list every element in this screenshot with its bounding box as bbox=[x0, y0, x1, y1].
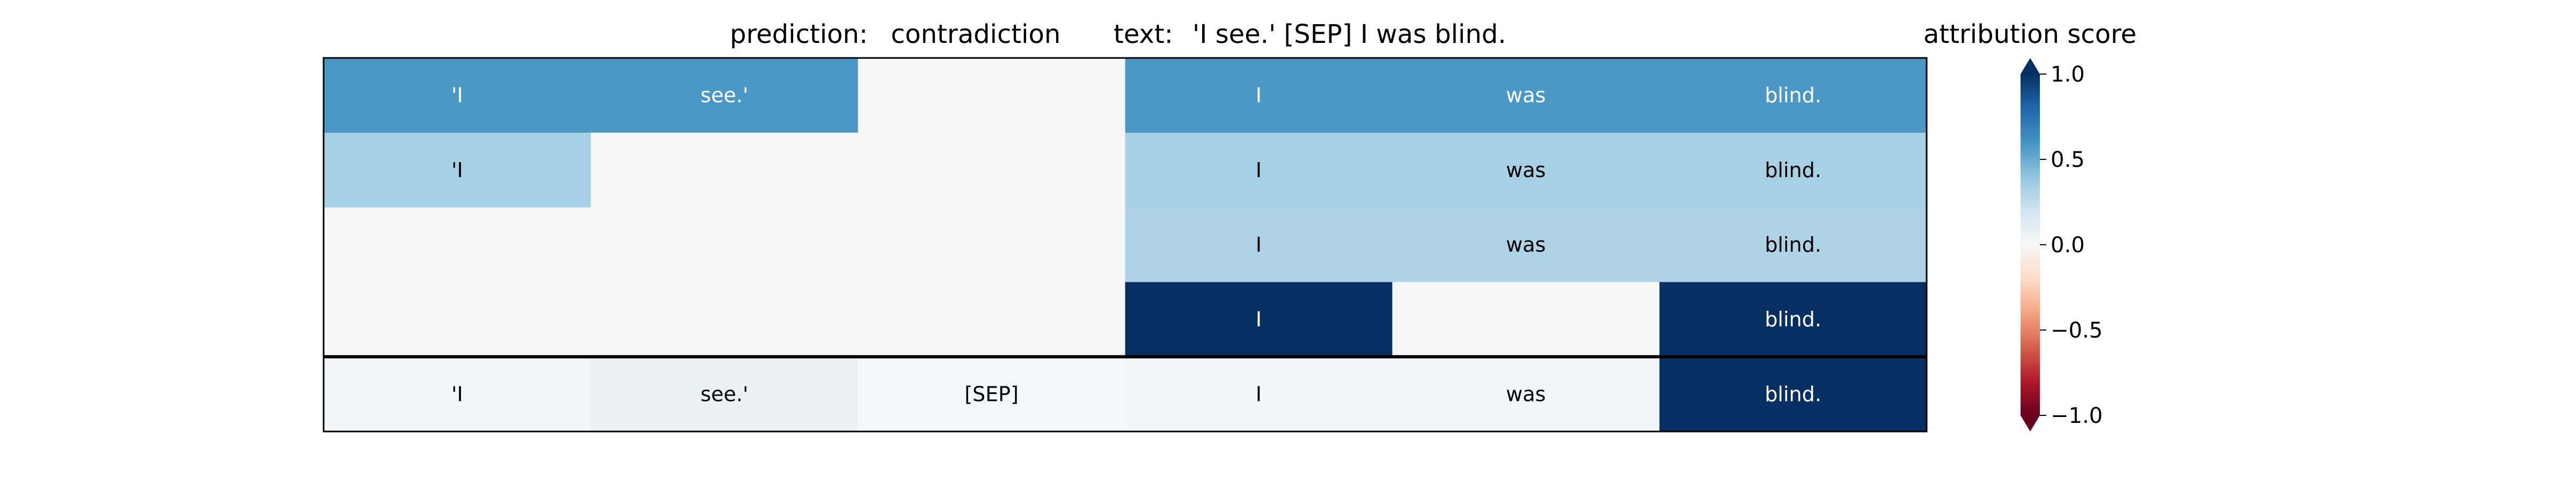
heatmap-cell-r2-c1 bbox=[590, 207, 859, 283]
heatmap-cell-r0-c4 bbox=[1392, 58, 1660, 133]
heatmap-cell-r0-c0 bbox=[324, 58, 591, 133]
cell-token-r4-c3: I bbox=[1256, 382, 1262, 406]
colorbar-label: attribution score bbox=[1923, 19, 2136, 49]
cell-token-r2-c4: was bbox=[1506, 233, 1546, 257]
heatmap-cell-r3-c1 bbox=[590, 282, 859, 357]
heatmap-cell-r4-c1 bbox=[590, 356, 859, 432]
cell-token-r3-c5: blind. bbox=[1765, 308, 1821, 331]
colorbar-min-extend-arrow bbox=[2021, 415, 2040, 431]
heatmap-cell-r3-c3 bbox=[1125, 282, 1393, 357]
colorbar-max-extend-arrow bbox=[2021, 58, 2040, 74]
cell-token-r3-c3: I bbox=[1256, 308, 1262, 331]
heatmap-cell-r3-c5 bbox=[1659, 282, 1927, 357]
colorbar-tick-label-1: 0.5 bbox=[2051, 148, 2085, 172]
heatmap-cell-r3-c2 bbox=[858, 282, 1125, 357]
cell-token-r0-c4: was bbox=[1506, 84, 1546, 107]
title-text-label: text: bbox=[1114, 19, 1173, 49]
heatmap-cell-r0-c1 bbox=[590, 58, 859, 133]
colorbar-tick-label-0: 1.0 bbox=[2051, 62, 2085, 87]
heatmap-cell-r3-c4 bbox=[1392, 282, 1660, 357]
heatmap-cell-r2-c4 bbox=[1392, 207, 1660, 283]
heatmap-cell-r4-c2 bbox=[858, 356, 1125, 432]
heatmap-cell-r1-c4 bbox=[1392, 133, 1660, 208]
cell-token-r2-c5: blind. bbox=[1765, 233, 1821, 257]
heatmap-frame bbox=[323, 57, 1928, 433]
heatmap-cell-r4-c3 bbox=[1125, 356, 1393, 432]
heatmap-cell-r4-c0 bbox=[324, 356, 591, 432]
colorbar-gradient bbox=[2021, 74, 2040, 415]
cell-token-r1-c0: 'I bbox=[451, 158, 463, 182]
cell-token-r0-c3: I bbox=[1256, 84, 1262, 107]
colorbar-tick-label-3: −0.5 bbox=[2051, 318, 2103, 343]
cell-token-r2-c3: I bbox=[1256, 233, 1262, 257]
cell-token-r4-c5: blind. bbox=[1765, 382, 1821, 406]
colorbar-tick-label-4: −1.0 bbox=[2051, 404, 2103, 428]
heatmap-cell-r1-c0 bbox=[324, 133, 591, 208]
colorbar: attribution score 1.0 0.5 0.0 −0.5 −1.0 bbox=[1923, 19, 2136, 431]
cell-token-r1-c5: blind. bbox=[1765, 158, 1821, 182]
heatmap-cell-r3-c0 bbox=[324, 282, 591, 357]
heatmap-cell-r0-c2 bbox=[858, 58, 1125, 133]
heatmap-cell-r2-c5 bbox=[1659, 207, 1927, 283]
heatmap-cell-r1-c2 bbox=[858, 133, 1125, 208]
cell-token-r0-c5: blind. bbox=[1765, 84, 1821, 107]
heatmap-cell-r2-c3 bbox=[1125, 207, 1393, 283]
colorbar-ticks: 1.0 0.5 0.0 −0.5 −1.0 bbox=[2040, 62, 2103, 428]
heatmap-cell-r1-c1 bbox=[590, 133, 859, 208]
cell-token-r1-c3: I bbox=[1256, 158, 1262, 182]
heatmap-cell-r4-c4 bbox=[1392, 356, 1660, 432]
heatmap-cell-r4-c5 bbox=[1659, 356, 1927, 432]
cell-token-r4-c1: see.' bbox=[700, 382, 748, 406]
heatmap-cell-r0-c5 bbox=[1659, 58, 1927, 133]
title-prediction-value: contradiction bbox=[891, 19, 1060, 49]
colorbar-tick-label-2: 0.0 bbox=[2051, 233, 2085, 258]
cell-token-r0-c0: 'I bbox=[451, 84, 463, 107]
cell-token-r4-c4: was bbox=[1506, 382, 1546, 406]
cell-token-r4-c2: [SEP] bbox=[964, 382, 1019, 406]
title-text-value: 'I see.' [SEP] I was blind. bbox=[1192, 19, 1506, 49]
heatmap-cell-r1-c5 bbox=[1659, 133, 1927, 208]
cell-token-r1-c4: was bbox=[1506, 158, 1546, 182]
cell-token-r4-c0: 'I bbox=[451, 382, 463, 406]
heatmap-cell-r0-c3 bbox=[1125, 58, 1393, 133]
heatmap-cell-r2-c2 bbox=[858, 207, 1125, 283]
title-prediction-label: prediction: bbox=[730, 19, 868, 49]
heatmap-cell-r1-c3 bbox=[1125, 133, 1393, 208]
heatmap-cell-r2-c0 bbox=[324, 207, 591, 283]
cell-token-r0-c1: see.' bbox=[700, 84, 748, 107]
